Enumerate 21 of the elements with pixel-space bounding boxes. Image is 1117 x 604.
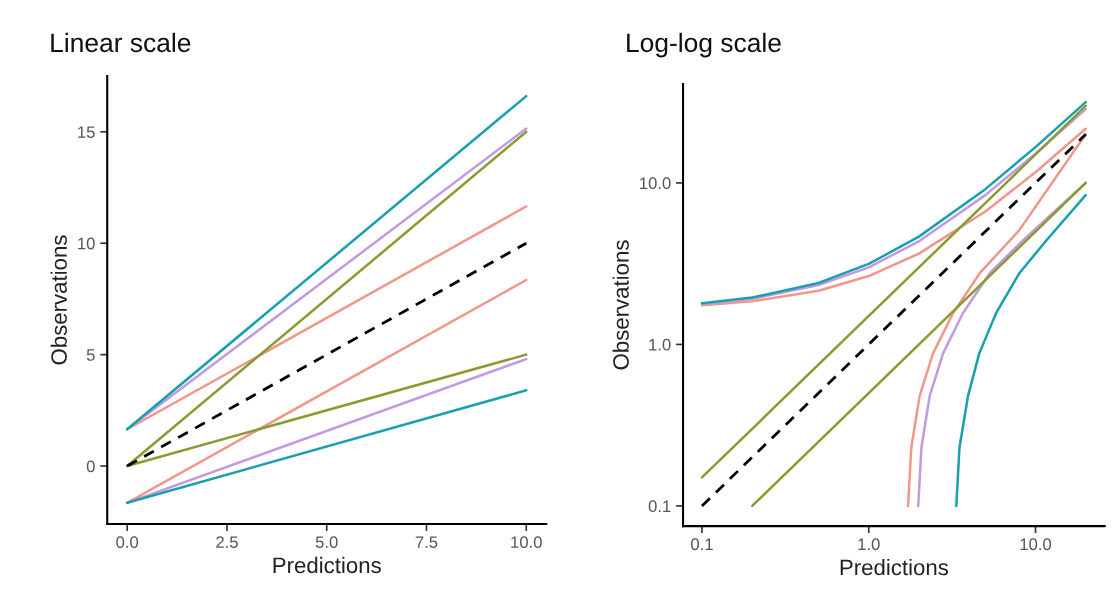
x-axis-title: Predictions bbox=[840, 558, 949, 576]
chart-title: Linear scale bbox=[51, 32, 191, 53]
x-tick-label: 0.0 bbox=[116, 536, 139, 549]
y-tick-label: 10 bbox=[78, 237, 95, 250]
x-tick-label: 0.1 bbox=[691, 538, 713, 551]
y-tick-label: 0 bbox=[86, 460, 95, 473]
x-tick-label: 10.0 bbox=[511, 536, 542, 549]
x-tick-label: 10.0 bbox=[1020, 538, 1052, 551]
y-tick-label: 5 bbox=[86, 349, 95, 361]
y-axis-title: Observations bbox=[612, 240, 629, 370]
y-tick-label: 0.1 bbox=[648, 500, 671, 513]
x-tick-label: 7.5 bbox=[415, 536, 438, 549]
x-tick-label: 2.5 bbox=[216, 536, 238, 549]
y-axis-title: Observations bbox=[50, 235, 67, 365]
x-axis-title: Predictions bbox=[273, 556, 381, 574]
x-tick-label: 1.0 bbox=[858, 538, 880, 551]
chart-title: Log-log scale bbox=[627, 32, 781, 58]
y-tick-label: 15 bbox=[78, 126, 95, 139]
y-tick-label: 10.0 bbox=[640, 177, 671, 190]
x-tick-label: 5.0 bbox=[315, 536, 338, 549]
y-tick-label: 1.0 bbox=[649, 338, 671, 351]
